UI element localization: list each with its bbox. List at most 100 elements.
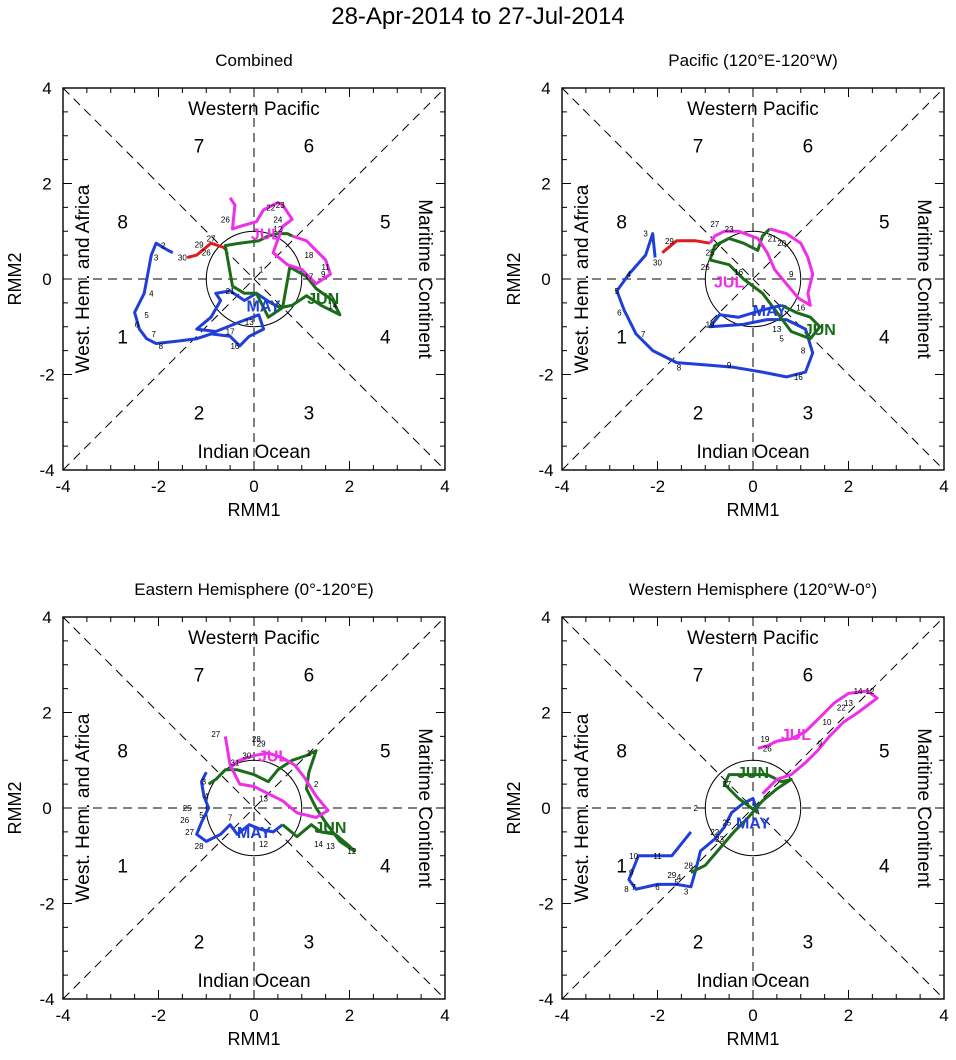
day-label: 5 (144, 311, 149, 320)
day-label: 17 (304, 273, 313, 282)
day-label: 9 (321, 270, 326, 279)
day-label: 2 (161, 242, 166, 251)
phase-number-6: 6 (304, 136, 315, 157)
y-tick-label: 4 (42, 608, 51, 627)
y-tick-label: 4 (42, 79, 51, 98)
phase-number-6: 6 (803, 136, 814, 157)
phase-number-7: 7 (693, 136, 704, 157)
x-tick-label: 4 (939, 1006, 948, 1025)
trajectory-apr (186, 241, 226, 259)
day-label: 21 (226, 287, 235, 296)
day-label: 9 (629, 868, 634, 877)
day-label: 12 (273, 225, 282, 234)
day-label: 27 (211, 730, 220, 739)
day-label: 8 (159, 342, 164, 351)
day-label: 12 (259, 840, 268, 849)
phase-number-8: 8 (117, 213, 128, 234)
phase-number-7: 7 (693, 665, 704, 686)
trajectory-jun (690, 773, 793, 874)
day-label: 28 (684, 861, 693, 870)
day-label: 7 (631, 883, 636, 892)
region-label-indian-ocean: Indian Ocean (197, 971, 310, 992)
x-axis-label: RMM1 (727, 500, 780, 520)
y-tick-label: 0 (42, 799, 51, 818)
chart-panel-3: Eastern Hemisphere (0°-120°E) -4 -2 0 2 4 -4 -2… (5, 580, 450, 1049)
day-label: 8 (677, 363, 682, 372)
x-tick-label: 4 (440, 477, 449, 496)
day-label: 28 (195, 842, 204, 851)
y-tick-label: 2 (42, 175, 51, 194)
day-label: 17 (226, 328, 235, 337)
day-label: 5 (674, 878, 679, 887)
day-label: 2 (314, 780, 319, 789)
region-label-west-hem-africa: West. Hem. and Africa (73, 713, 94, 902)
y-axis-label: RMM2 (5, 782, 25, 835)
x-tick-label: 0 (249, 1006, 258, 1025)
phase-number-3: 3 (304, 933, 315, 954)
phase-number-1: 1 (117, 327, 128, 348)
x-axis-label: RMM1 (228, 500, 281, 520)
region-label-western-pacific: Western Pacific (687, 628, 819, 649)
phase-number-1: 1 (117, 856, 128, 877)
phase-number-2: 2 (693, 933, 704, 954)
x-tick-label: -2 (151, 1006, 166, 1025)
y-tick-label: -2 (39, 366, 54, 385)
x-tick-label: -2 (650, 477, 665, 496)
day-label: 4 (627, 270, 632, 279)
panel-title: Combined (215, 51, 293, 70)
day-label: 16 (796, 304, 805, 313)
day-label: 8 (624, 885, 629, 894)
region-label-western-pacific: Western Pacific (687, 99, 819, 120)
day-label: 11 (321, 263, 330, 272)
day-label: 16 (230, 342, 239, 351)
phase-number-2: 2 (693, 404, 704, 425)
phase-number-5: 5 (879, 742, 890, 763)
day-label: 22 (837, 704, 846, 713)
day-label: 9 (789, 270, 794, 279)
trajectory-jun (223, 232, 342, 319)
x-tick-label: -4 (55, 1006, 70, 1025)
day-label: 29 (257, 740, 266, 749)
phase-number-6: 6 (803, 665, 814, 686)
day-label: 31 (230, 759, 239, 768)
phase-number-7: 7 (194, 665, 205, 686)
day-label: 5 (199, 811, 204, 820)
day-label: 1 (259, 265, 264, 274)
day-label: 9 (727, 361, 732, 370)
panel-title: Pacific (120°E-120°W) (668, 51, 838, 70)
day-label: 13 (772, 325, 781, 334)
region-label-maritime-continent: Maritime Continent (414, 728, 435, 888)
day-label: 29 (667, 871, 676, 880)
day-label: 24 (273, 215, 282, 224)
x-tick-label: 4 (440, 1006, 449, 1025)
day-label: 13 (326, 842, 335, 851)
y-tick-label: -4 (39, 990, 54, 1009)
month-label-jul: JUL (781, 727, 811, 744)
day-label: 1 (307, 749, 312, 758)
day-label: 7 (228, 814, 233, 823)
phase-divider-antidiagonal (62, 616, 446, 1000)
x-tick-label: 2 (345, 477, 354, 496)
unit-circle (205, 230, 303, 328)
day-label: 28 (252, 735, 261, 744)
region-label-west-hem-africa: West. Hem. and Africa (572, 184, 593, 373)
day-label: 23 (715, 835, 724, 844)
x-tick-label: 0 (748, 477, 757, 496)
month-label-may: MAY (736, 815, 770, 832)
day-label: 13 (245, 318, 254, 327)
day-label: 19 (760, 735, 769, 744)
region-label-indian-ocean: Indian Ocean (696, 442, 809, 463)
day-label: 6 (135, 320, 140, 329)
day-label: 9 (818, 740, 823, 749)
phase-number-5: 5 (380, 213, 391, 234)
region-label-indian-ocean: Indian Ocean (197, 442, 310, 463)
unit-circle (205, 759, 303, 857)
phase-number-1: 1 (616, 327, 627, 348)
x-tick-label: 2 (345, 1006, 354, 1025)
month-label-jun: JUN (737, 765, 769, 782)
trajectory-jul (223, 736, 330, 819)
phase-number-8: 8 (616, 213, 627, 234)
month-label-may: MAY (247, 298, 281, 315)
region-label-western-pacific: Western Pacific (188, 628, 320, 649)
